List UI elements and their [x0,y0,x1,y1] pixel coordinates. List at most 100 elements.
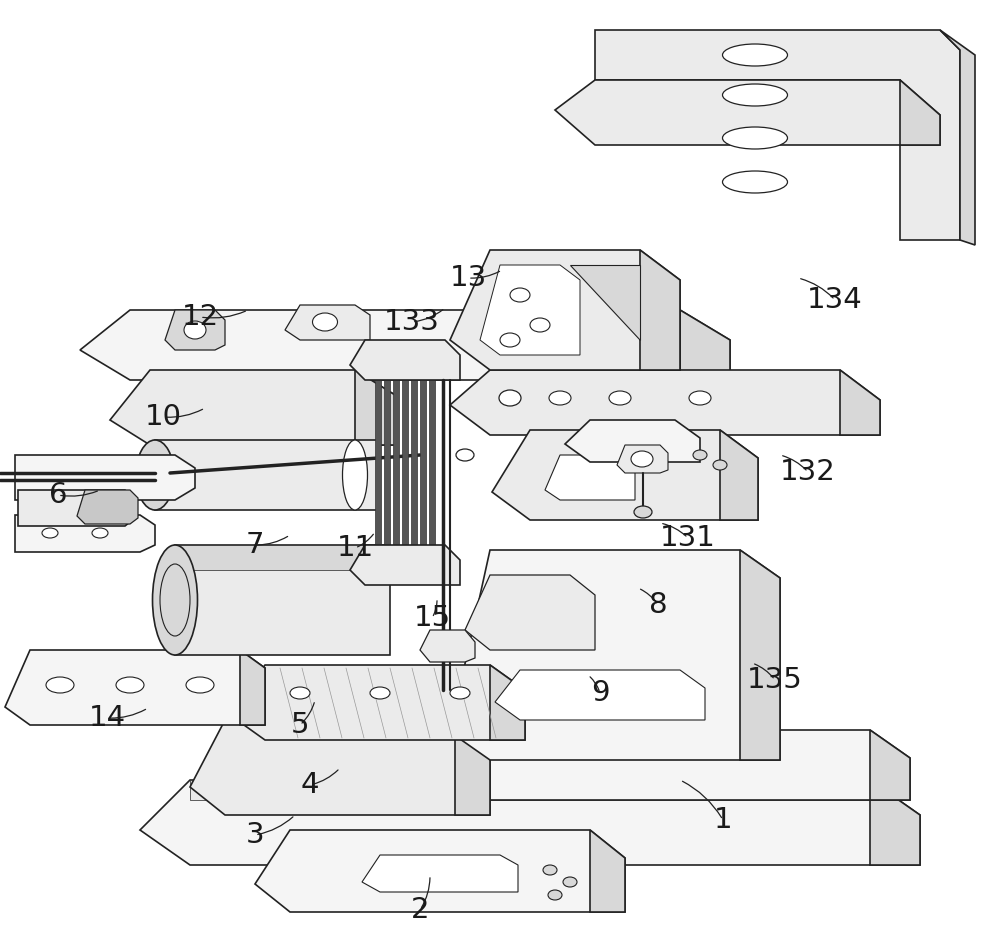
Polygon shape [492,430,758,520]
Ellipse shape [500,333,520,347]
Ellipse shape [563,877,577,887]
Ellipse shape [370,687,390,699]
Polygon shape [362,855,518,892]
Polygon shape [350,545,460,585]
Text: 13: 13 [449,264,487,292]
Polygon shape [420,630,475,662]
Polygon shape [77,490,138,524]
Ellipse shape [543,865,557,875]
Ellipse shape [722,127,788,149]
Text: 8: 8 [649,591,667,619]
Text: 2: 2 [411,896,429,924]
Text: 12: 12 [181,303,219,331]
Polygon shape [18,490,135,526]
Text: 14: 14 [88,704,126,732]
Polygon shape [465,575,595,650]
Ellipse shape [722,171,788,193]
Ellipse shape [42,528,58,538]
Ellipse shape [549,391,571,405]
Polygon shape [840,370,880,435]
Polygon shape [190,780,870,800]
Text: 1: 1 [714,806,732,834]
Polygon shape [175,545,390,655]
Polygon shape [870,780,920,865]
Polygon shape [255,830,625,912]
Ellipse shape [713,460,727,470]
Polygon shape [617,445,668,473]
Ellipse shape [548,890,562,900]
Polygon shape [402,350,408,580]
Polygon shape [5,650,265,725]
Polygon shape [870,730,910,800]
Text: 135: 135 [747,666,803,694]
Polygon shape [15,455,195,500]
Polygon shape [230,665,525,740]
Polygon shape [190,720,490,815]
Polygon shape [570,265,640,340]
Text: 7: 7 [246,531,264,559]
Ellipse shape [312,313,338,331]
Text: 9: 9 [591,679,609,707]
Polygon shape [429,350,435,580]
Polygon shape [490,665,525,740]
Polygon shape [900,80,940,145]
Polygon shape [350,340,460,380]
Polygon shape [455,720,490,815]
Text: 6: 6 [49,481,67,509]
Polygon shape [285,305,370,340]
Polygon shape [595,30,960,240]
Text: 15: 15 [413,604,451,632]
Text: 132: 132 [780,458,836,486]
Ellipse shape [92,528,108,538]
Text: 131: 131 [660,524,716,552]
Text: 5: 5 [291,711,309,739]
Ellipse shape [46,677,74,693]
Ellipse shape [499,390,521,406]
Polygon shape [565,420,700,462]
Ellipse shape [342,440,368,510]
Polygon shape [450,370,880,435]
Text: 10: 10 [144,403,182,431]
Ellipse shape [184,321,206,339]
Polygon shape [480,265,580,355]
Polygon shape [155,440,380,510]
Ellipse shape [634,506,652,518]
Ellipse shape [693,450,707,460]
Polygon shape [15,515,155,552]
Polygon shape [165,310,225,350]
Ellipse shape [631,451,653,467]
Ellipse shape [689,391,711,405]
Text: 4: 4 [301,771,319,799]
Polygon shape [80,310,730,380]
Ellipse shape [152,545,198,655]
Ellipse shape [722,44,788,66]
Polygon shape [640,250,680,370]
Polygon shape [355,370,395,445]
Polygon shape [375,350,381,580]
Text: 11: 11 [336,534,374,562]
Text: 133: 133 [384,308,440,336]
Ellipse shape [116,677,144,693]
Polygon shape [940,30,975,245]
Ellipse shape [136,440,174,510]
Polygon shape [240,650,265,725]
Ellipse shape [530,318,550,332]
Polygon shape [450,550,780,760]
Ellipse shape [722,84,788,106]
Polygon shape [555,80,940,145]
Polygon shape [720,430,758,520]
Polygon shape [495,670,705,720]
Polygon shape [545,455,635,500]
Polygon shape [110,370,395,445]
Polygon shape [384,350,390,580]
Polygon shape [393,350,399,580]
Ellipse shape [450,687,470,699]
Polygon shape [411,350,417,580]
Ellipse shape [609,391,631,405]
Polygon shape [450,250,680,370]
Ellipse shape [186,677,214,693]
Text: 3: 3 [246,821,264,849]
Ellipse shape [290,687,310,699]
Polygon shape [350,730,910,800]
Text: 134: 134 [807,286,863,314]
